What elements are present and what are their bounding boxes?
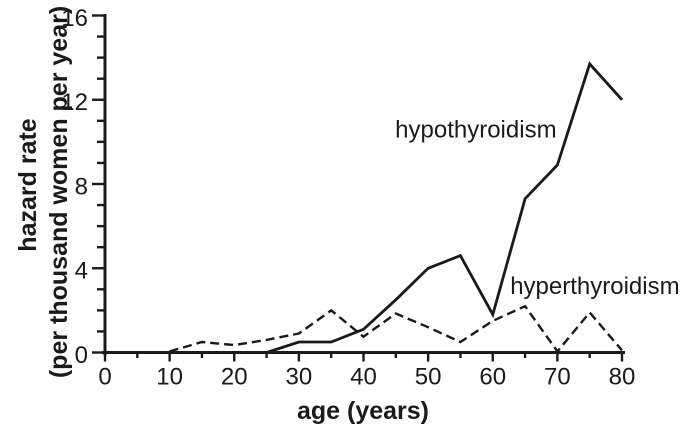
- series-layer: [169, 61, 624, 354]
- x-tick-label: 20: [221, 364, 248, 391]
- hypothyroidism-line: [266, 61, 624, 354]
- x-tick-label: 30: [286, 364, 313, 391]
- hyperthyroidism-line: [169, 304, 623, 354]
- hyperthyroidism-label: hyperthyroidism: [510, 273, 679, 300]
- y-tick-label: 12: [61, 89, 88, 116]
- x-axis-title: age (years): [297, 397, 429, 425]
- y-axis-title-line1: hazard rate: [14, 118, 42, 251]
- y-axis-title-line2: (per thousand women per year): [45, 6, 73, 378]
- x-tick-label: 60: [479, 364, 506, 391]
- x-tick-label: 0: [98, 364, 111, 391]
- x-tick-label: 80: [609, 364, 636, 391]
- x-tick-label: 70: [544, 364, 571, 391]
- annotations-layer: hypothyroidism hyperthyroidism: [395, 117, 679, 300]
- hypothyroidism-label: hypothyroidism: [395, 117, 556, 144]
- axes-layer: 0 10 20 30 40 50 60 70 80 0 4 8 12 16: [61, 5, 635, 391]
- y-tick-label: 8: [75, 173, 88, 200]
- x-tick-label: 50: [415, 364, 442, 391]
- y-tick-label: 16: [61, 5, 88, 32]
- x-tick-label: 40: [350, 364, 377, 391]
- y-tick-label: 0: [75, 342, 88, 369]
- y-tick-label: 4: [75, 258, 88, 285]
- x-tick-label: 10: [156, 364, 183, 391]
